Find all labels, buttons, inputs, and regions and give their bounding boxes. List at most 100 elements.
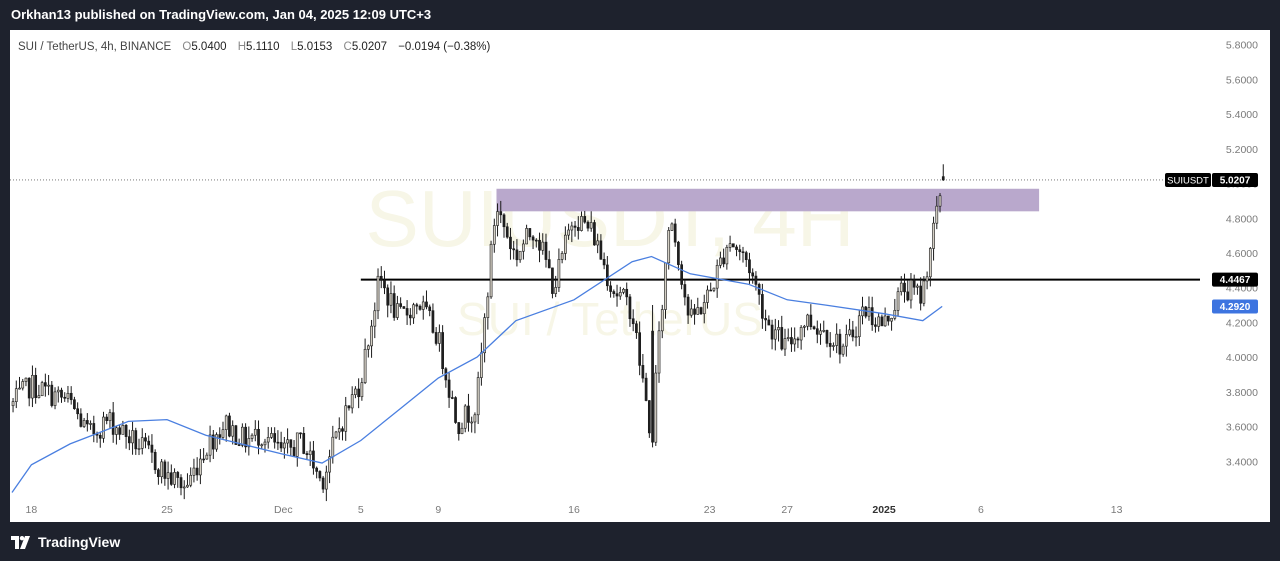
candle-body-down (534, 239, 538, 242)
candle-body-up (799, 327, 803, 341)
candle (321, 475, 325, 493)
price-axis[interactable] (1200, 30, 1270, 500)
candle (357, 378, 360, 409)
candle (719, 251, 722, 269)
resistance-zone[interactable] (496, 188, 1040, 212)
candle-body-up (719, 257, 722, 266)
x-tick-label: 5 (358, 504, 364, 516)
candle (854, 326, 858, 347)
candle (909, 273, 913, 309)
candle-body-up (835, 333, 839, 346)
candle-body-up (777, 327, 780, 331)
candle (803, 324, 806, 338)
candle-body-up (460, 427, 464, 435)
candle (253, 420, 257, 442)
candle-body-down (886, 315, 890, 322)
candle-body-down (761, 294, 764, 319)
moving-average-line[interactable] (11, 255, 943, 493)
x-tick-label: 25 (161, 504, 173, 516)
candle (489, 240, 493, 299)
candle-body-down (85, 420, 89, 425)
price-tag[interactable]: 4.4467 (1212, 272, 1258, 287)
candle-body-down (273, 433, 277, 443)
candle-body-down (27, 377, 31, 399)
candle-body-down (43, 382, 47, 387)
watermark-symbol: SUIUSDT, 4H (366, 174, 855, 263)
y-tick-label: 5.2000 (1226, 144, 1258, 156)
candle (179, 474, 183, 496)
candle-body-up (231, 425, 235, 437)
x-tick-label: 6 (978, 504, 984, 516)
candle (218, 427, 222, 445)
candle-body-down (153, 452, 157, 471)
candle-body-down (428, 306, 432, 311)
candle-body-down (169, 472, 173, 485)
price-tag[interactable]: SUIUSDT 5.0207 (1165, 172, 1258, 187)
candle (366, 344, 370, 358)
candle (486, 292, 490, 330)
candle (870, 296, 874, 331)
candle-body-down (903, 282, 906, 293)
candle (470, 416, 474, 433)
candle-body-up (370, 325, 373, 347)
candle-body-up (182, 486, 186, 489)
candle (43, 373, 47, 397)
candle (622, 287, 625, 295)
candle-body-up (199, 458, 202, 476)
candle-body-down (880, 316, 884, 327)
candle-body-down (418, 305, 422, 310)
candle (186, 473, 189, 488)
candle-body-up (877, 316, 881, 327)
candle (431, 303, 435, 334)
publisher-line: Orkhan13 published on TradingView.com, J… (11, 7, 432, 22)
candle (173, 468, 176, 489)
candle (857, 309, 861, 346)
candle-body-up (890, 317, 893, 322)
candle (302, 427, 306, 455)
legend-close-value: 5.0207 (352, 41, 387, 53)
candle (612, 289, 616, 298)
candle-body-down (450, 397, 454, 399)
candle-body-up (670, 223, 674, 231)
candle (570, 221, 574, 243)
candle-body-up (486, 296, 490, 318)
candle (124, 423, 128, 449)
candle-body-up (173, 472, 176, 485)
candle (748, 252, 751, 284)
candle (270, 427, 273, 439)
legend-change: −0.0194 (−0.38%) (398, 41, 490, 53)
candle (502, 213, 506, 238)
candle (815, 320, 819, 344)
price-tag[interactable]: 4.2920 (1212, 299, 1258, 314)
candle-body-up (37, 395, 41, 398)
candle-body-down (163, 461, 167, 479)
candle-body-down (454, 397, 457, 423)
candle (476, 371, 480, 425)
candle (841, 343, 845, 357)
candle-body-up (702, 302, 706, 315)
candle-body-down (699, 307, 703, 315)
time-axis[interactable] (10, 500, 1200, 522)
candle-body-down (237, 444, 241, 446)
candle-body-down (144, 437, 147, 442)
candle-body-up (564, 234, 567, 254)
candle (315, 466, 319, 479)
candle (473, 412, 477, 434)
candle (751, 268, 755, 284)
candle (673, 218, 677, 247)
price-chart[interactable]: SUIUSDT, 4H SUI / TetherUS 3.4000 3.6000 3… (10, 30, 1270, 522)
candle-body-down (289, 439, 293, 448)
candle-body-up (283, 442, 286, 449)
candle-body-down (722, 257, 725, 265)
candle-body-down (98, 434, 102, 439)
candle-body-up (706, 289, 709, 303)
candle (399, 297, 402, 309)
candle (686, 294, 690, 324)
tradingview-logo[interactable]: TradingView (11, 534, 120, 550)
chart-frame[interactable]: SUIUSDT, 4H SUI / TetherUS 3.4000 3.6000 3… (10, 30, 1270, 522)
candle-body-up (270, 433, 273, 438)
candle-body-down (79, 413, 83, 427)
candle (24, 377, 28, 387)
candle (341, 426, 344, 441)
candles (11, 164, 945, 502)
